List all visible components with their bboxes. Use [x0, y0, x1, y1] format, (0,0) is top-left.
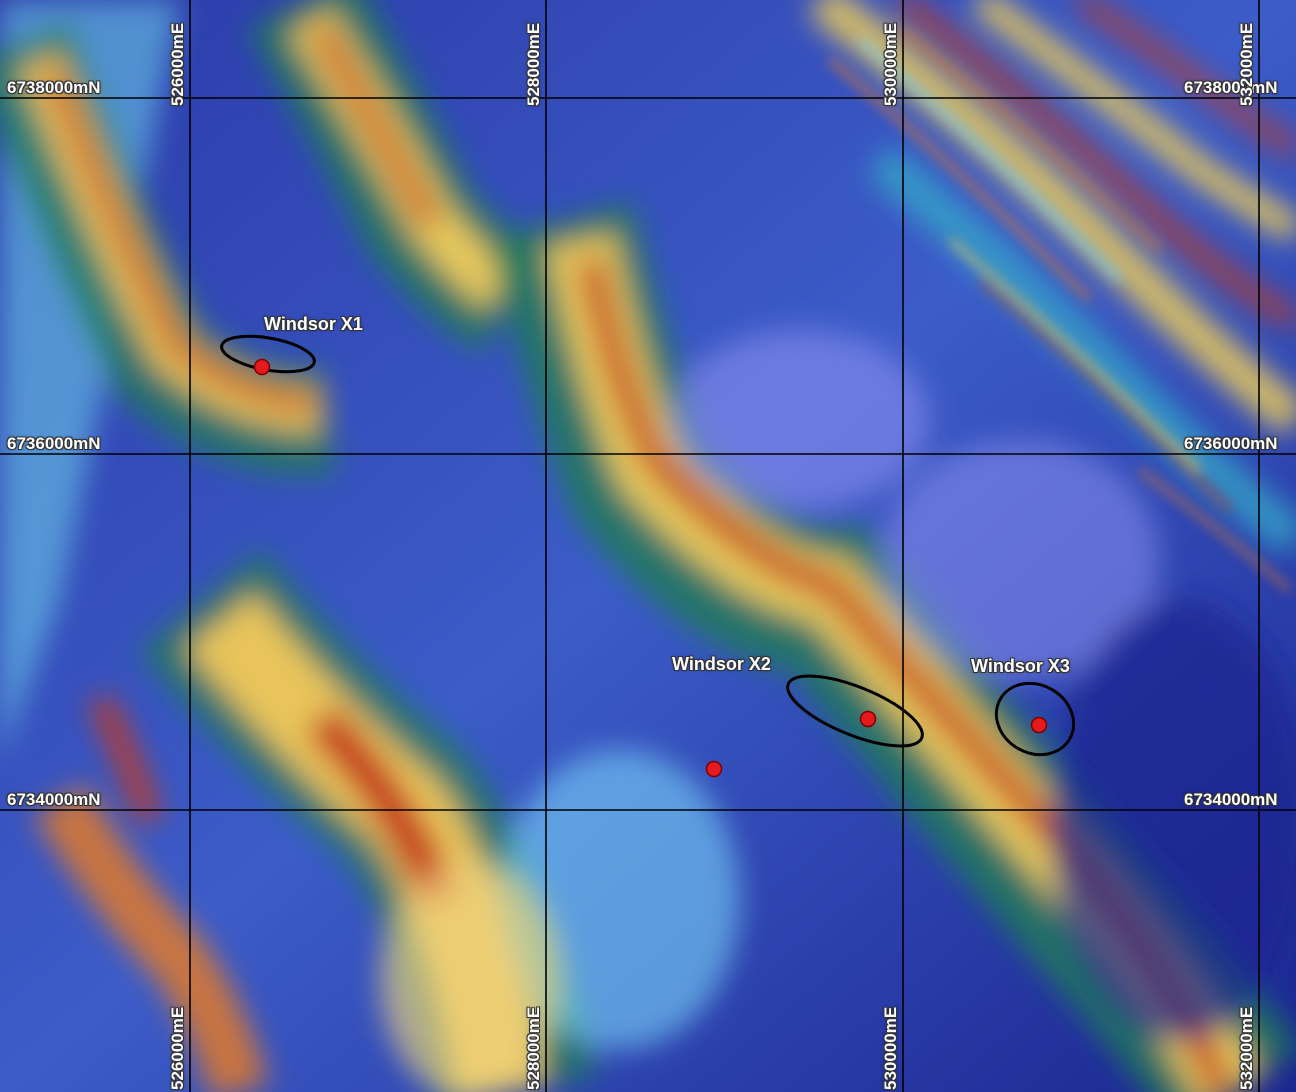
easting-label-bottom-526000mE: 526000mE [168, 1006, 187, 1090]
northing-label-left-6738000mN: 6738000mN [7, 78, 101, 97]
fine-striping [828, 27, 1292, 592]
northing-label-right-6734000mN: 6734000mN [1184, 790, 1278, 809]
easting-label-top-532000mE: 532000mE [1237, 22, 1256, 106]
target-outline-windsor-x3 [994, 681, 1076, 757]
easting-label-top-528000mE: 528000mE [524, 22, 543, 106]
northing-label-left-6734000mN: 6734000mN [7, 790, 101, 809]
target-marker-windsor-x2-a [859, 710, 877, 728]
northing-label-right-6738000mN: 6738000mN [1184, 78, 1278, 97]
easting-label-bottom-528000mE: 528000mE [524, 1006, 543, 1090]
target-marker-windsor-x2-b [705, 760, 723, 778]
target-label-windsor-x3: Windsor X3 [971, 656, 1070, 676]
easting-label-bottom-530000mE: 530000mE [881, 1006, 900, 1090]
easting-label-top-526000mE: 526000mE [168, 22, 187, 106]
target-marker-windsor-x3 [1030, 716, 1048, 734]
target-label-windsor-x1: Windsor X1 [264, 314, 363, 334]
target-markers [253, 358, 1048, 778]
easting-label-bottom-532000mE: 532000mE [1237, 1006, 1256, 1090]
target-marker-windsor-x1 [253, 358, 271, 376]
northing-label-right-6736000mN: 6736000mN [1184, 434, 1278, 453]
target-outline-windsor-x2 [786, 674, 924, 748]
target-label-windsor-x2: Windsor X2 [672, 654, 771, 674]
easting-label-top-530000mE: 530000mE [881, 22, 900, 106]
northing-label-left-6736000mN: 6736000mN [7, 434, 101, 453]
